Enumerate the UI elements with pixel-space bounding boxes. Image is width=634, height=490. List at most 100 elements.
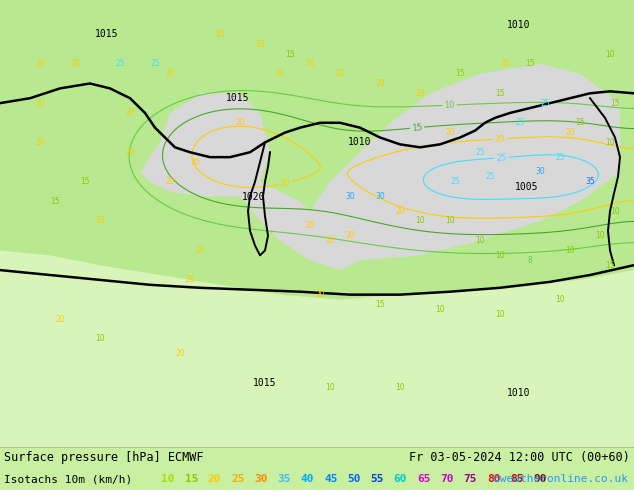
Text: 25: 25 xyxy=(485,172,495,181)
Text: 25: 25 xyxy=(150,59,160,68)
Text: 20: 20 xyxy=(565,128,575,137)
Text: 20: 20 xyxy=(36,138,45,147)
Text: 20: 20 xyxy=(256,40,265,49)
Text: 10: 10 xyxy=(595,231,605,240)
Text: 20: 20 xyxy=(279,178,291,189)
Text: 80: 80 xyxy=(487,474,500,484)
Text: 20: 20 xyxy=(345,231,355,240)
Text: 20: 20 xyxy=(415,89,425,98)
Text: 25: 25 xyxy=(231,474,245,484)
Text: 10: 10 xyxy=(610,207,620,216)
Text: 20: 20 xyxy=(235,118,245,127)
Text: 20: 20 xyxy=(36,59,45,68)
Text: Fr 03-05-2024 12:00 UTC (00+60): Fr 03-05-2024 12:00 UTC (00+60) xyxy=(409,451,630,464)
Text: 20: 20 xyxy=(500,59,510,68)
Text: 20: 20 xyxy=(375,79,385,88)
Text: 20: 20 xyxy=(125,147,135,157)
Text: 10: 10 xyxy=(435,305,445,314)
Polygon shape xyxy=(140,93,270,196)
Text: 15: 15 xyxy=(525,59,535,68)
Text: 20: 20 xyxy=(36,98,45,108)
Text: 70: 70 xyxy=(440,474,454,484)
Text: 85: 85 xyxy=(510,474,524,484)
Text: 20: 20 xyxy=(315,290,325,299)
Text: 20: 20 xyxy=(175,349,185,358)
Text: 20: 20 xyxy=(165,69,175,78)
Text: 15: 15 xyxy=(411,123,423,133)
Text: 1015: 1015 xyxy=(253,378,277,388)
Text: 20: 20 xyxy=(335,69,345,78)
Text: Isotachs 10m (km/h): Isotachs 10m (km/h) xyxy=(4,474,133,484)
Text: 1015: 1015 xyxy=(226,93,250,103)
Text: ©weatheronline.co.uk: ©weatheronline.co.uk xyxy=(493,474,628,484)
Text: 10: 10 xyxy=(605,138,615,147)
Text: 10: 10 xyxy=(495,251,505,260)
Text: 20: 20 xyxy=(95,217,105,225)
Text: Surface pressure [hPa] ECMWF: Surface pressure [hPa] ECMWF xyxy=(4,451,204,464)
Text: 20: 20 xyxy=(215,30,225,39)
Text: 35: 35 xyxy=(585,177,595,186)
Text: 45: 45 xyxy=(324,474,337,484)
Text: 1005: 1005 xyxy=(515,182,539,192)
Text: 10: 10 xyxy=(325,384,335,392)
Text: 25: 25 xyxy=(115,59,125,68)
Text: 20: 20 xyxy=(70,59,80,68)
Text: 10: 10 xyxy=(395,384,405,392)
Text: 65: 65 xyxy=(417,474,430,484)
Text: 15: 15 xyxy=(184,474,198,484)
Text: 10: 10 xyxy=(565,246,575,255)
Polygon shape xyxy=(0,250,634,447)
Text: 20: 20 xyxy=(195,246,205,255)
Text: 20: 20 xyxy=(275,69,285,78)
Text: 25: 25 xyxy=(555,153,565,162)
Text: 20: 20 xyxy=(305,221,315,230)
Text: 15: 15 xyxy=(455,69,465,78)
Text: 15: 15 xyxy=(50,197,60,206)
Text: 10: 10 xyxy=(495,310,505,319)
Text: 10: 10 xyxy=(444,100,455,110)
Text: 20: 20 xyxy=(445,128,455,137)
Text: 60: 60 xyxy=(394,474,407,484)
Text: 1015: 1015 xyxy=(95,29,119,39)
Text: 25: 25 xyxy=(496,153,507,163)
Text: 20: 20 xyxy=(185,275,195,284)
Text: 20: 20 xyxy=(165,177,175,186)
Text: 75: 75 xyxy=(463,474,477,484)
Text: 10: 10 xyxy=(555,295,565,304)
Text: 90: 90 xyxy=(533,474,547,484)
Text: 20: 20 xyxy=(495,134,505,144)
Text: 30: 30 xyxy=(254,474,268,484)
Text: 15: 15 xyxy=(575,118,585,127)
Text: 1010: 1010 xyxy=(348,137,372,147)
Text: 15: 15 xyxy=(285,49,295,58)
Text: 25: 25 xyxy=(450,177,460,186)
Text: 35: 35 xyxy=(278,474,291,484)
Text: 8: 8 xyxy=(527,256,533,265)
Text: 15: 15 xyxy=(80,177,90,186)
Text: 10: 10 xyxy=(476,236,485,245)
Text: 20: 20 xyxy=(55,315,65,324)
Polygon shape xyxy=(300,64,620,260)
Text: 25: 25 xyxy=(515,118,525,127)
Text: 20: 20 xyxy=(305,59,315,68)
Text: 30: 30 xyxy=(535,168,545,176)
Text: 30: 30 xyxy=(375,192,385,201)
Text: 1010: 1010 xyxy=(507,20,531,29)
Text: 30: 30 xyxy=(345,192,355,201)
Text: 55: 55 xyxy=(370,474,384,484)
Text: 25: 25 xyxy=(476,147,485,157)
Text: 10: 10 xyxy=(605,49,615,58)
Polygon shape xyxy=(240,182,360,270)
Text: 10: 10 xyxy=(445,217,455,225)
Text: 1010: 1010 xyxy=(507,388,531,398)
Text: 20: 20 xyxy=(125,108,135,118)
Text: 50: 50 xyxy=(347,474,361,484)
Text: 15: 15 xyxy=(375,300,385,309)
Text: 10: 10 xyxy=(161,474,175,484)
Text: 20: 20 xyxy=(208,474,221,484)
Text: 15: 15 xyxy=(495,89,505,98)
Text: 25: 25 xyxy=(540,98,550,108)
Text: 20: 20 xyxy=(395,207,405,216)
Text: 10: 10 xyxy=(95,334,105,343)
Text: 15: 15 xyxy=(605,261,615,270)
